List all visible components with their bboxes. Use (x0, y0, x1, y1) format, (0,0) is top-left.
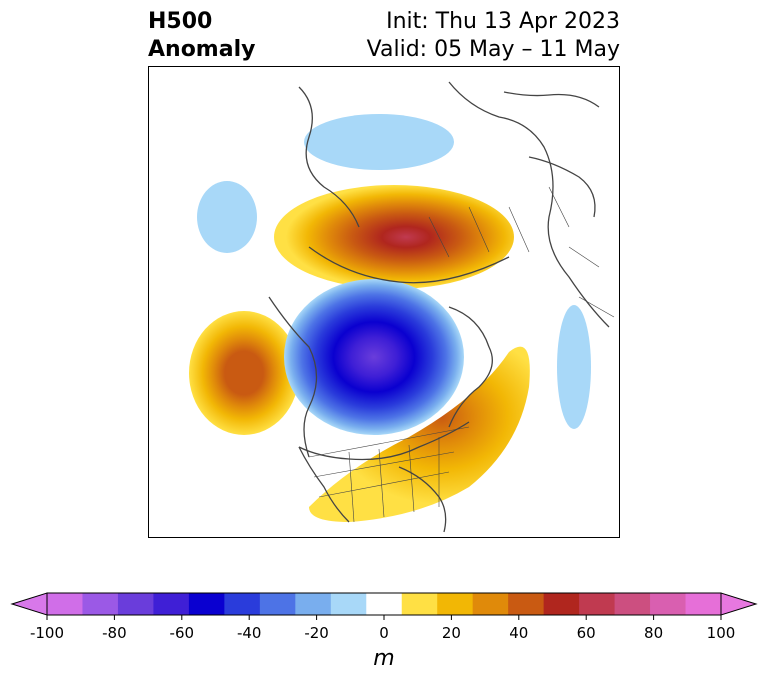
colorbar-segment (47, 593, 83, 615)
colorbar-svg (10, 592, 758, 620)
anomaly-neg-central (284, 279, 464, 435)
anomaly-map (189, 81, 615, 533)
map-panel (148, 66, 620, 538)
anomaly-neg-northwest (197, 181, 257, 253)
colorbar: m -100 -80 -60 -40 -20 0 20 40 60 80 100 (10, 590, 758, 680)
anomaly-neg-east (557, 305, 591, 429)
colorbar-segment (366, 593, 403, 615)
title-right: Init: Thu 13 Apr 2023 Valid: 05 May – 11… (367, 8, 620, 64)
colorbar-segment (543, 593, 580, 615)
title-field-type: Anomaly (148, 37, 256, 62)
colorbar-tick-label: -20 (304, 624, 329, 642)
colorbar-unit-label: m (373, 646, 395, 671)
colorbar-segment (614, 593, 651, 615)
colorbar-tick-label: 100 (706, 624, 736, 642)
colorbar-tick-label: -40 (236, 624, 262, 642)
anomaly-pos-southeast (309, 346, 530, 522)
colorbar-segment (188, 593, 225, 615)
colorbar-segment (82, 593, 119, 615)
init-date: Init: Thu 13 Apr 2023 (386, 9, 620, 34)
colorbar-segment (472, 593, 509, 615)
colorbar-segment (685, 593, 722, 615)
colorbar-tick-label: 80 (644, 624, 664, 642)
colorbar-tick-label: 60 (576, 624, 596, 642)
colorbar-segment (117, 593, 154, 615)
colorbar-segment (508, 593, 545, 615)
colorbar-tick-label: -60 (169, 624, 195, 642)
anomaly-pos-north (274, 185, 514, 289)
colorbar-tick-label: 40 (509, 624, 529, 642)
title-variable: H500 (148, 9, 213, 34)
colorbar-segment (153, 593, 190, 615)
colorbar-tick-label: 20 (441, 624, 461, 642)
anomaly-neg-arctic (304, 114, 454, 170)
colorbar-segment (437, 593, 474, 615)
title-left: H500 Anomaly (148, 8, 255, 64)
colorbar-segment (259, 593, 296, 615)
anomaly-pos-west (189, 311, 299, 435)
colorbar-tick-label: -100 (29, 624, 65, 642)
colorbar-tick-label: 0 (379, 624, 389, 642)
colorbar-segment (579, 593, 616, 615)
colorbar-segment (295, 593, 332, 615)
colorbar-segment (401, 593, 438, 615)
political-borders (308, 186, 615, 523)
colorbar-tick-label: -80 (102, 624, 127, 642)
valid-range: Valid: 05 May – 11 May (366, 37, 620, 62)
colorbar-segment (224, 593, 261, 615)
coastlines (268, 81, 610, 533)
colorbar-segment (330, 593, 367, 615)
colorbar-under-extend (10, 592, 48, 616)
colorbar-over-extend (720, 592, 758, 616)
colorbar-segment (650, 593, 687, 615)
